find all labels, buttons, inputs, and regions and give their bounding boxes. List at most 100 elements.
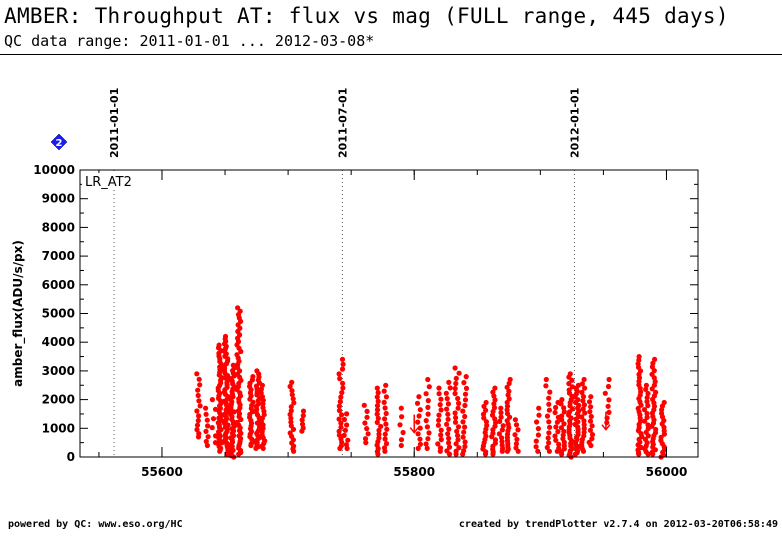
data-point — [642, 436, 649, 442]
data-point — [344, 422, 350, 428]
data-point — [581, 418, 587, 424]
data-point — [658, 434, 664, 440]
data-point — [645, 403, 651, 409]
data-point — [289, 392, 295, 398]
data-point — [581, 402, 588, 408]
data-point — [556, 441, 562, 447]
diamond-badge-icon — [50, 133, 68, 151]
data-point — [659, 410, 665, 416]
data-point — [250, 399, 256, 405]
y-tick-label: 8000 — [42, 220, 75, 234]
data-point — [374, 385, 380, 391]
data-point — [194, 422, 201, 428]
data-point — [399, 414, 405, 420]
data-point — [461, 380, 467, 386]
data-point — [361, 402, 367, 408]
data-point — [382, 405, 388, 411]
data-point — [364, 414, 370, 420]
data-point — [653, 426, 659, 433]
data-point — [436, 417, 442, 423]
data-point — [435, 422, 441, 428]
data-point — [445, 431, 451, 437]
data-point — [453, 448, 459, 454]
data-point — [362, 420, 368, 426]
data-point — [289, 379, 295, 385]
data-point — [225, 422, 231, 428]
data-point — [561, 405, 567, 411]
data-point — [581, 376, 587, 383]
data-point — [452, 410, 458, 416]
data-point — [195, 392, 201, 399]
data-point — [504, 384, 510, 390]
date-marker-label: 2011-07-01 — [336, 88, 349, 158]
data-point — [553, 437, 559, 443]
data-point — [454, 428, 460, 434]
data-point — [203, 438, 209, 445]
data-point — [644, 410, 650, 417]
data-point — [417, 407, 423, 413]
data-point — [587, 409, 593, 415]
data-point — [417, 425, 423, 431]
x-tick-label: 56000 — [646, 465, 688, 479]
data-point — [512, 432, 518, 438]
chart-subtitle: QC data range: 2011-01-01 ... 2012-03-08… — [4, 32, 375, 50]
data-point — [481, 403, 487, 409]
upper-limit-arrow — [601, 424, 611, 431]
data-point — [575, 382, 582, 388]
data-point — [452, 385, 458, 392]
data-point — [535, 448, 541, 454]
data-point — [460, 419, 466, 425]
data-point — [438, 396, 444, 402]
data-point — [203, 411, 209, 417]
data-point — [436, 385, 442, 391]
data-point — [587, 418, 594, 424]
data-point — [426, 430, 432, 436]
data-point — [555, 429, 561, 435]
data-point — [209, 425, 215, 431]
data-point — [375, 398, 381, 404]
data-point — [375, 390, 381, 396]
data-point — [204, 442, 210, 449]
label-layer: 2011-01-01 2011-07-01 2012-01-01 0 1000 2000 3… — [11, 88, 687, 479]
header-divider — [0, 54, 782, 55]
data-point — [641, 407, 648, 413]
axis-layer — [79, 169, 699, 458]
data-point — [336, 428, 342, 434]
data-point — [197, 403, 203, 409]
data-point — [463, 374, 469, 380]
data-point — [453, 441, 459, 447]
y-axis-label: amber_flux(ADU/s/px) — [11, 240, 26, 387]
data-point — [374, 407, 381, 413]
data-point — [258, 390, 264, 396]
data-point — [455, 437, 461, 443]
data-point — [547, 424, 553, 430]
data-point — [398, 442, 404, 449]
data-point — [204, 417, 210, 423]
data-point — [424, 445, 430, 451]
data-point — [500, 423, 506, 429]
data-point — [445, 411, 451, 417]
data-point — [588, 394, 594, 400]
panel-label: LR_AT2 — [85, 175, 132, 190]
data-point — [299, 417, 305, 423]
data-point — [423, 391, 429, 397]
data-point — [216, 342, 222, 348]
data-point — [343, 442, 349, 448]
data-point — [504, 403, 511, 409]
data-point — [483, 399, 489, 406]
data-point — [339, 366, 346, 372]
data-point — [546, 395, 552, 401]
data-point — [383, 410, 389, 417]
data-point — [554, 419, 561, 425]
data-point — [436, 391, 442, 397]
data-point — [534, 419, 540, 425]
data-point — [552, 433, 558, 439]
data-point — [425, 404, 431, 410]
data-point — [444, 406, 450, 412]
data-point — [463, 385, 470, 391]
data-point — [453, 375, 459, 381]
data-point — [588, 404, 594, 410]
data-point — [381, 445, 388, 451]
data-point — [460, 434, 466, 440]
data-point — [337, 376, 343, 382]
